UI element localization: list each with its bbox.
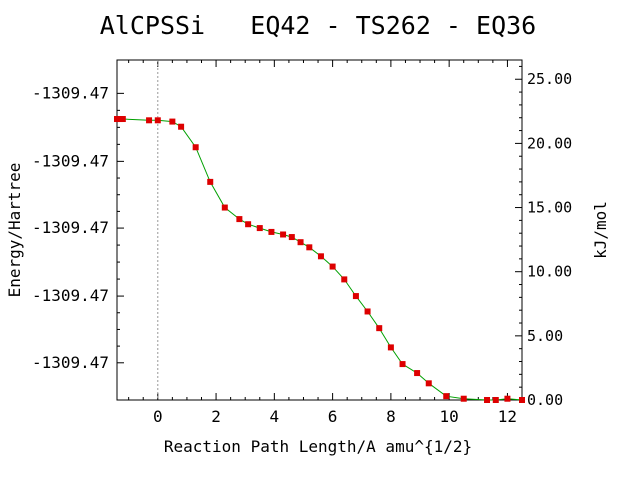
y-axis-label-left: Energy/Hartree <box>5 163 24 298</box>
y-right-tick-label: 25.00 <box>527 70 572 88</box>
data-point <box>425 380 432 387</box>
data-point <box>256 225 263 232</box>
x-tick-label: 2 <box>211 407 221 426</box>
chart-title: AlCPSSi EQ42 - TS262 - EQ36 <box>100 11 537 40</box>
data-point <box>414 370 421 377</box>
data-point <box>268 228 275 235</box>
data-point <box>178 123 185 130</box>
x-tick-label: 8 <box>386 407 396 426</box>
series-line <box>117 118 523 401</box>
y-left-tick-label: -1309.47 <box>32 353 109 372</box>
y-axis-label-right: kJ/mol <box>591 201 610 259</box>
data-point <box>484 397 491 403</box>
data-point <box>236 216 243 223</box>
y-left-tick-label: -1309.47 <box>32 83 109 102</box>
y-left-tick-label: -1309.47 <box>32 286 109 305</box>
data-point <box>306 244 313 251</box>
data-point <box>329 263 336 270</box>
data-point <box>154 117 161 124</box>
x-tick-label: 0 <box>153 407 163 426</box>
data-point <box>376 325 383 332</box>
data-point <box>119 116 126 123</box>
y-left-tick-label: -1309.47 <box>32 218 109 237</box>
y-right-tick-label: 0.00 <box>527 391 563 409</box>
x-tick-label: 4 <box>270 407 280 426</box>
x-tick-label: 12 <box>498 407 517 426</box>
data-point <box>387 344 394 351</box>
plot-frame <box>116 59 523 401</box>
data-point <box>288 234 295 241</box>
data-point <box>519 397 525 403</box>
data-point <box>504 395 511 402</box>
data-point <box>341 276 348 283</box>
data-point <box>443 393 450 400</box>
data-point <box>221 204 228 211</box>
x-tick-label: 10 <box>440 407 459 426</box>
data-point <box>245 221 252 228</box>
data-point <box>192 144 199 151</box>
data-point <box>460 395 467 402</box>
data-point <box>317 253 324 260</box>
x-tick-label: 6 <box>328 407 338 426</box>
data-point <box>364 308 371 315</box>
y-right-tick-label: 20.00 <box>527 134 572 152</box>
y-right-tick-label: 15.00 <box>527 199 572 217</box>
data-point <box>207 178 214 185</box>
y-right-tick-label: 10.00 <box>527 263 572 281</box>
data-point <box>399 361 406 368</box>
data-point <box>169 118 176 125</box>
x-axis-label: Reaction Path Length/A amu^{1/2} <box>164 437 472 456</box>
data-point <box>146 117 153 124</box>
data-point <box>492 397 499 403</box>
data-point <box>297 239 304 246</box>
y-right-tick-label: 5.00 <box>527 327 563 345</box>
data-point <box>280 231 287 238</box>
data-point <box>352 293 359 300</box>
y-left-tick-label: -1309.47 <box>32 151 109 170</box>
